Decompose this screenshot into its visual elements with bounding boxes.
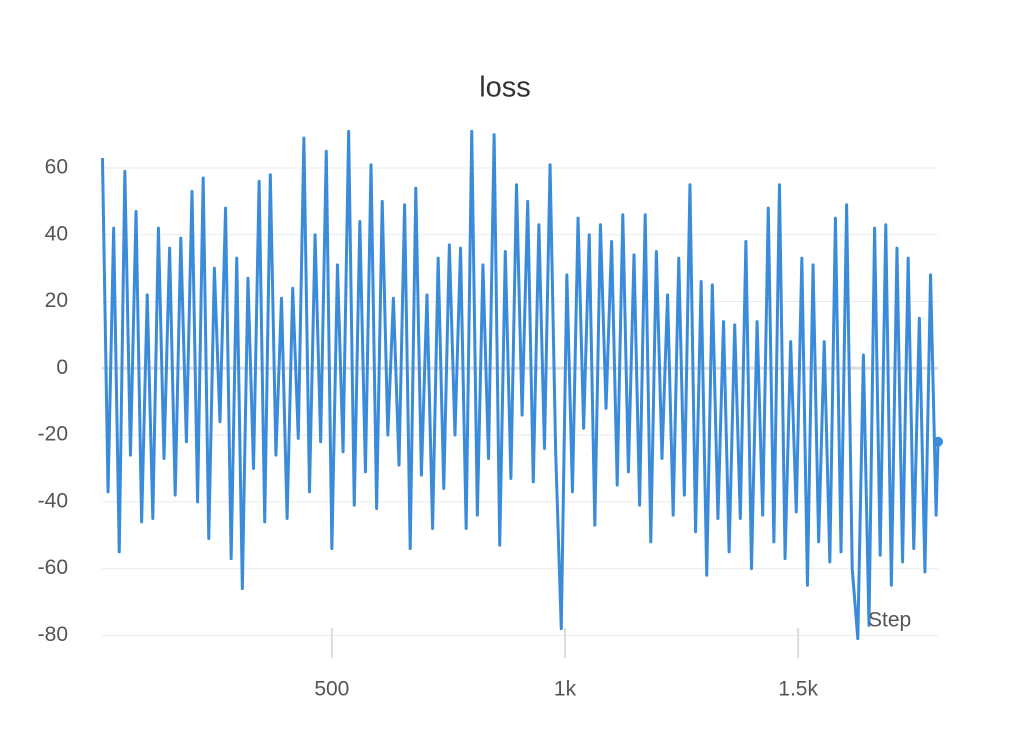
y-tick-label: -60 xyxy=(38,556,68,579)
x-tick-label: 1.5k xyxy=(778,678,818,701)
x-tick-label: 1k xyxy=(554,678,577,701)
y-tick-label: -40 xyxy=(38,489,68,512)
y-tick-label: 0 xyxy=(56,356,68,379)
x-tick-label: 500 xyxy=(314,678,349,701)
end-point xyxy=(933,436,943,447)
x-axis-label: Step xyxy=(868,609,911,632)
y-tick-label: 40 xyxy=(45,222,68,245)
y-tick-label: 20 xyxy=(45,289,68,312)
y-tick-label: 60 xyxy=(45,156,68,179)
y-tick-label: -80 xyxy=(38,623,68,646)
y-tick-label: -20 xyxy=(38,423,68,446)
line xyxy=(100,129,940,641)
chart-title: loss xyxy=(479,72,531,104)
